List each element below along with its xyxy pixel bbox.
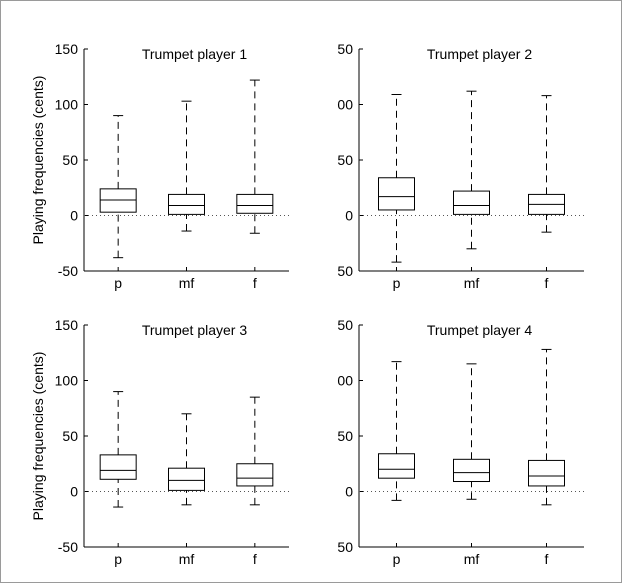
box-iqr (168, 193, 205, 215)
y-tick-label: 100 (55, 373, 79, 389)
x-tick-label: f (545, 551, 549, 567)
panel-3: -50 0 50 100 150 p mf f Trumpet player 3 Playing … (30, 317, 289, 567)
box-mf (453, 363, 490, 500)
y-tick-label: 00 (337, 373, 353, 389)
x-tick-label: f (253, 551, 257, 567)
box-iqr (99, 188, 137, 213)
box-iqr (168, 467, 205, 491)
x-tick-label: p (393, 275, 401, 291)
panel-title: Trumpet player 2 (427, 46, 533, 62)
box-iqr (453, 458, 490, 483)
y-tick-label: 0 (345, 484, 353, 500)
y-tick-label: 100 (55, 97, 79, 113)
box-p (378, 94, 415, 263)
panel-1: -50 0 50 100 150 p mf f Trumpet player 1 Playing … (30, 41, 289, 291)
panel-4: 50 0 50 00 50 p mf f Trumpet player 4 (337, 317, 584, 567)
y-tick-label: 50 (337, 539, 353, 555)
box-iqr (378, 177, 415, 211)
y-tick-label: 50 (337, 317, 353, 333)
y-tick-label: -50 (58, 539, 78, 555)
box-p (378, 361, 415, 501)
box-p (99, 391, 137, 508)
panel-title: Trumpet player 4 (427, 322, 533, 338)
box-iqr (99, 454, 137, 480)
y-axis-label: Playing frequencies (cents) (30, 76, 46, 245)
panel-title: Trumpet player 3 (142, 322, 248, 338)
x-tick-label: mf (464, 275, 480, 291)
panel-title: Trumpet player 1 (142, 46, 248, 62)
box-iqr (378, 453, 415, 479)
y-tick-label: 0 (345, 208, 353, 224)
box-p (99, 115, 137, 259)
x-tick-label: mf (179, 551, 195, 567)
y-tick-label: 150 (55, 41, 79, 57)
x-tick-label: f (545, 275, 549, 291)
y-tick-label: 50 (62, 152, 78, 168)
box-f (528, 348, 565, 506)
x-tick-label: mf (464, 551, 480, 567)
box-mf (168, 413, 205, 506)
box-iqr (528, 459, 565, 487)
x-tick-label: f (253, 275, 257, 291)
box-iqr (236, 463, 274, 487)
box-f (236, 396, 274, 506)
x-tick-label: p (114, 275, 122, 291)
x-tick-label: p (114, 551, 122, 567)
y-axis-label: Playing frequencies (cents) (30, 352, 46, 521)
y-tick-label: 00 (337, 97, 353, 113)
y-tick-label: 50 (337, 263, 353, 279)
box-mf (168, 100, 205, 232)
y-tick-label: 0 (70, 484, 78, 500)
y-tick-label: 50 (337, 41, 353, 57)
x-tick-label: mf (179, 275, 195, 291)
y-tick-label: 0 (70, 208, 78, 224)
box-f (528, 95, 565, 233)
box-mf (453, 90, 490, 250)
y-tick-label: -50 (58, 263, 78, 279)
y-tick-label: 150 (55, 317, 79, 333)
y-tick-label: 50 (62, 428, 78, 444)
panel-2: 50 0 50 00 50 p mf f Trumpet player 2 (337, 41, 584, 291)
y-tick-label: 50 (337, 152, 353, 168)
box-iqr (236, 193, 274, 214)
box-f (236, 79, 274, 234)
y-tick-label: 50 (337, 428, 353, 444)
x-tick-label: p (393, 551, 401, 567)
box-iqr (453, 190, 490, 215)
